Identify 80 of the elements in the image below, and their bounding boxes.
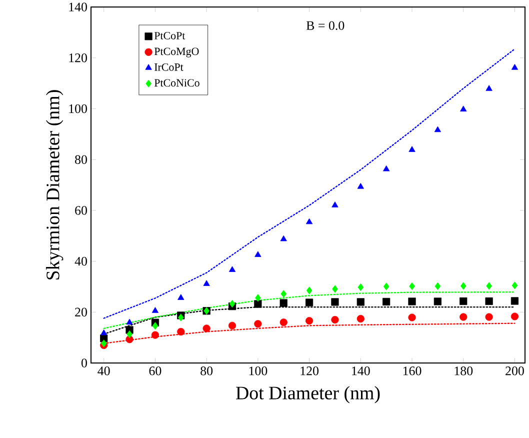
y-tick-label: 40 xyxy=(74,256,87,266)
point xyxy=(178,294,184,300)
point xyxy=(152,322,158,330)
y-tick-label: 140 xyxy=(69,2,87,12)
point xyxy=(255,294,261,302)
x-tick-label: 180 xyxy=(454,366,473,376)
y-tick-label: 100 xyxy=(69,104,87,114)
point xyxy=(511,64,518,70)
point xyxy=(305,316,314,325)
point xyxy=(434,298,442,306)
point xyxy=(512,282,518,290)
legend-label: PtCoPt xyxy=(154,32,186,40)
point xyxy=(460,106,467,112)
point xyxy=(486,85,492,91)
point xyxy=(485,313,493,321)
x-tick-label: 200 xyxy=(506,366,524,376)
point xyxy=(305,298,314,306)
point xyxy=(356,298,364,306)
point xyxy=(434,282,441,290)
point xyxy=(408,146,416,152)
y-axis-title: Skyrmion Diameter (nm) xyxy=(46,90,64,280)
annotation: B = 0.0 xyxy=(306,21,344,30)
point xyxy=(486,282,492,290)
line-series xyxy=(103,48,516,319)
point xyxy=(331,298,339,306)
point xyxy=(331,316,339,324)
point xyxy=(356,314,364,323)
point xyxy=(254,251,262,257)
point xyxy=(383,282,390,290)
y-tick-label: 120 xyxy=(69,53,87,62)
y-tick-label: 0 xyxy=(82,358,87,368)
x-tick-label: 40 xyxy=(98,366,110,376)
point xyxy=(280,318,288,326)
point xyxy=(408,314,416,322)
point xyxy=(357,182,364,189)
point xyxy=(332,202,338,208)
point xyxy=(409,282,415,290)
point xyxy=(510,297,519,305)
point xyxy=(229,300,236,308)
point xyxy=(280,235,287,242)
point xyxy=(460,297,468,306)
x-tick-label: 60 xyxy=(149,366,162,376)
point xyxy=(460,282,466,290)
point xyxy=(228,322,236,330)
point xyxy=(510,312,519,320)
point xyxy=(383,165,390,172)
point xyxy=(358,283,364,292)
point xyxy=(306,218,313,224)
point xyxy=(202,324,210,332)
legend-label: PtCoNiCo xyxy=(154,79,200,87)
point xyxy=(228,266,236,272)
point xyxy=(460,313,468,321)
point xyxy=(382,298,390,306)
x-axis-title: Dot Diameter (nm) xyxy=(236,386,380,404)
point xyxy=(100,329,108,336)
point xyxy=(254,320,262,328)
point xyxy=(254,300,262,308)
y-tick-label: 80 xyxy=(75,155,87,164)
point xyxy=(485,297,493,306)
x-tick-label: 80 xyxy=(200,366,213,376)
point xyxy=(306,286,312,294)
x-tick-label: 160 xyxy=(403,366,422,376)
legend-label: PtCoMgO xyxy=(154,48,199,58)
x-tick-label: 100 xyxy=(249,366,268,376)
point xyxy=(434,126,442,132)
x-tick-label: 120 xyxy=(300,366,319,376)
point xyxy=(280,290,287,298)
point xyxy=(126,330,132,338)
x-tick-label: 140 xyxy=(352,366,370,376)
point xyxy=(203,280,210,286)
point xyxy=(151,331,160,339)
point xyxy=(280,299,288,307)
point xyxy=(177,328,185,336)
point xyxy=(332,285,338,293)
point xyxy=(126,318,133,325)
point xyxy=(408,298,416,306)
y-tick-label: 20 xyxy=(75,308,87,317)
legend-label: IrCoPt xyxy=(154,63,184,71)
point xyxy=(152,307,159,313)
y-tick-label: 60 xyxy=(75,206,87,215)
